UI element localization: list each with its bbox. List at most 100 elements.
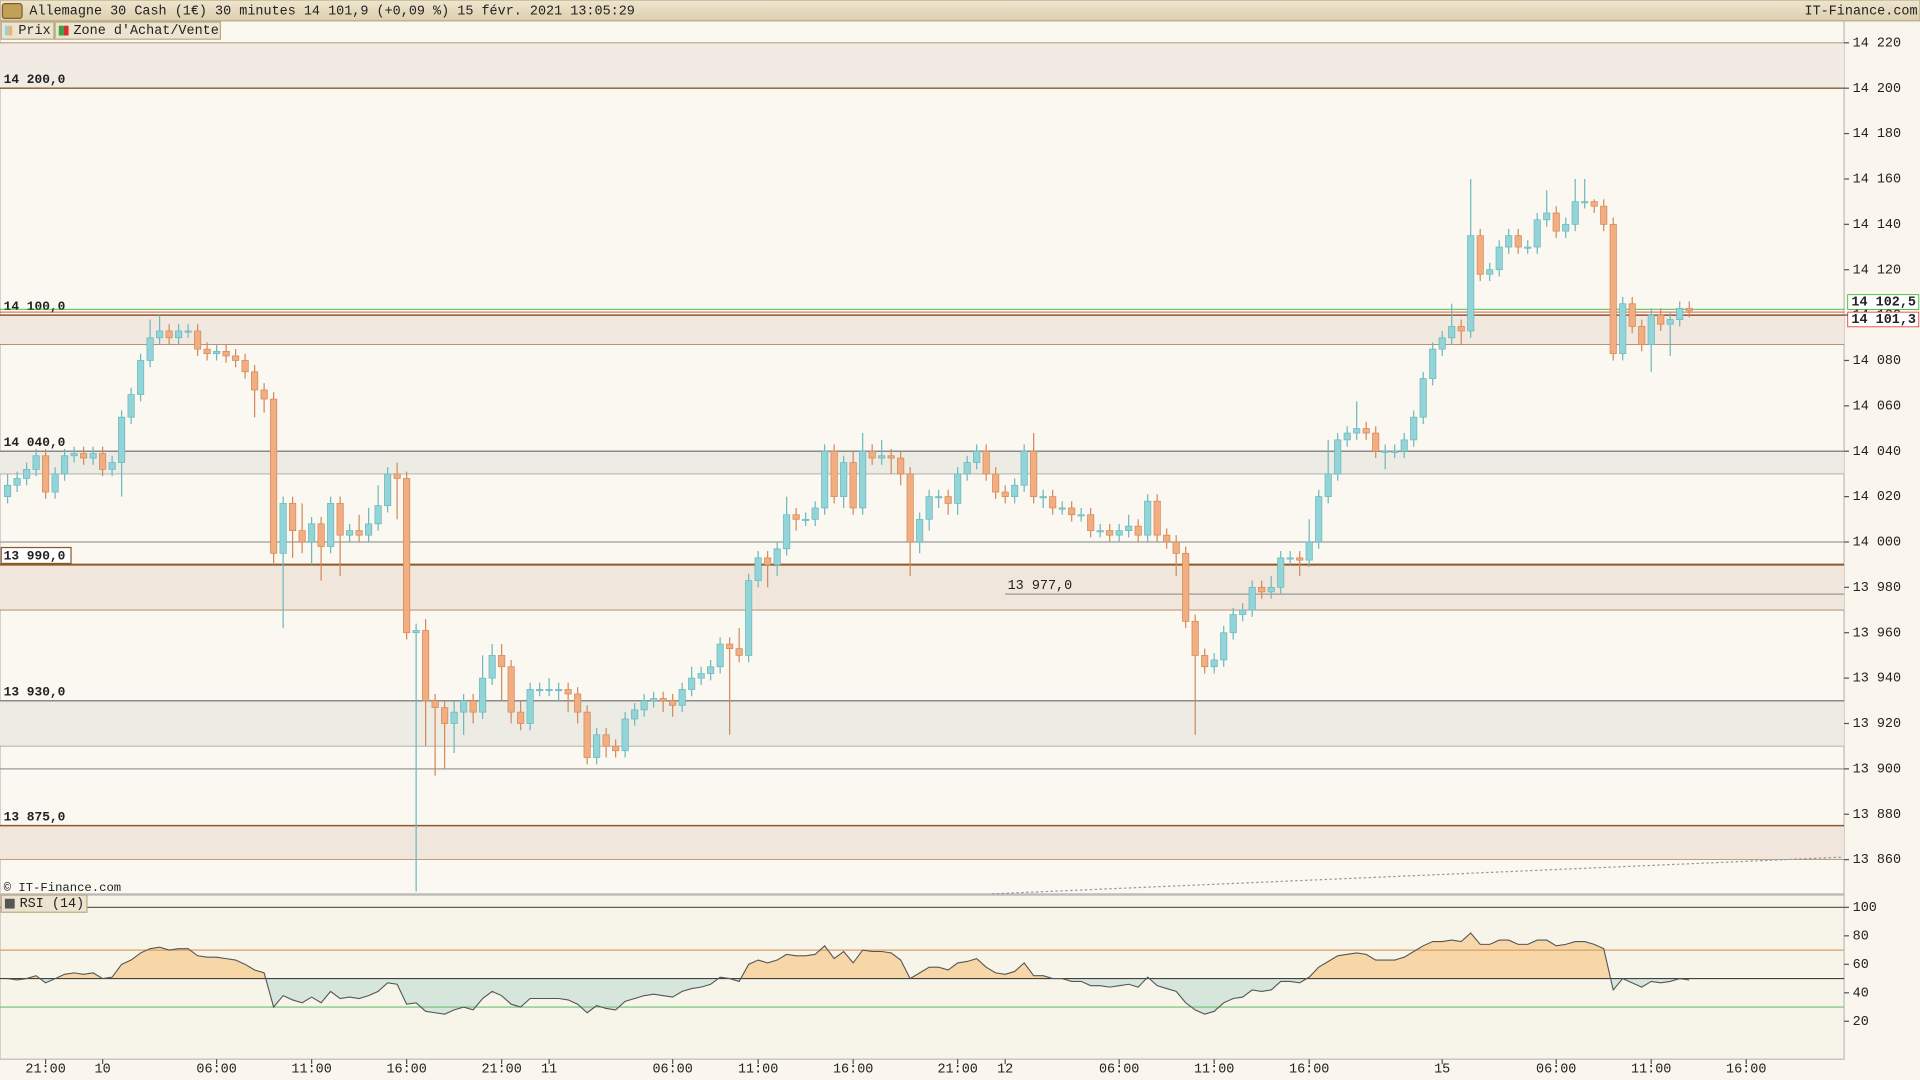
- candle-body: [1448, 326, 1456, 339]
- candle-body: [1049, 496, 1057, 509]
- candle-body: [1286, 557, 1294, 560]
- y-tick-label: 14 160: [1853, 173, 1901, 188]
- zone-label: 13 930,0: [4, 685, 66, 700]
- zone-label: 13 990,0: [4, 548, 66, 563]
- candle-body: [251, 371, 259, 391]
- y-tick-label: 13 860: [1853, 853, 1901, 868]
- candle-body: [450, 711, 458, 724]
- candle-body: [127, 394, 135, 418]
- zone-label: 13 875,0: [4, 809, 66, 824]
- candle-body: [346, 530, 354, 536]
- y-tick-label: 100: [1853, 901, 1877, 916]
- legend: Prix Zone d'Achat/Vente RSI (14): [0, 21, 222, 913]
- candle-body: [1305, 541, 1313, 561]
- candle-body: [1039, 496, 1047, 499]
- candle-body: [555, 689, 563, 692]
- candle-body: [1685, 307, 1693, 312]
- candle-body: [830, 450, 838, 497]
- candle-body: [650, 698, 658, 702]
- candle-body: [583, 711, 591, 758]
- candle-body: [89, 453, 97, 459]
- candle-body: [1628, 303, 1636, 327]
- zone-label: 14 100,0: [4, 299, 66, 314]
- candle-body: [1220, 632, 1228, 661]
- y-tick-label: 14 140: [1853, 218, 1901, 233]
- zone-label: 14 200,0: [4, 72, 66, 87]
- y-tick-label: 14 120: [1853, 263, 1901, 278]
- candle-body: [878, 455, 886, 459]
- candle-body: [802, 518, 810, 521]
- candle-body: [70, 453, 78, 457]
- candle-body: [973, 450, 981, 463]
- x-tick-label: 16:00: [1289, 1063, 1329, 1078]
- candle-body: [754, 557, 762, 581]
- candle-body: [688, 677, 696, 690]
- candle-body: [526, 689, 534, 724]
- zone-band: [0, 42, 1845, 89]
- candle-body: [1096, 530, 1104, 533]
- candle-body: [1296, 557, 1304, 561]
- legend-item[interactable]: [0, 21, 55, 40]
- zone-band: [0, 451, 1845, 474]
- candle-body: [298, 530, 306, 543]
- candle-body: [621, 718, 629, 752]
- candle-body: [1153, 500, 1161, 536]
- rsi-line: [7, 932, 1690, 1015]
- candle-body: [241, 360, 249, 373]
- candle-body: [355, 530, 363, 536]
- candle-body: [840, 462, 848, 497]
- candle-body: [1087, 514, 1095, 531]
- candle-body: [222, 351, 230, 357]
- candle-body: [1172, 541, 1180, 554]
- zone-label: 14 040,0: [4, 435, 66, 450]
- candle-body: [1476, 235, 1484, 275]
- candle-body: [365, 523, 373, 536]
- x-tick-label: 11:00: [1194, 1063, 1234, 1078]
- app-icon[interactable]: [1, 3, 23, 19]
- legend-item[interactable]: [54, 21, 222, 40]
- candle-body: [1514, 235, 1522, 248]
- legend-item[interactable]: [0, 894, 88, 913]
- candle-body: [308, 523, 316, 543]
- y-tick-label: 14 060: [1853, 399, 1901, 414]
- candle-body: [118, 416, 126, 463]
- candle-body: [1267, 586, 1275, 593]
- x-tick-label: 16:00: [386, 1063, 426, 1078]
- candle-body: [1191, 621, 1199, 656]
- x-tick-label: 21:00: [937, 1063, 977, 1078]
- candle-body: [1020, 450, 1028, 486]
- candle-body: [1657, 314, 1665, 325]
- rsi-area-below: [7, 978, 1690, 1015]
- candle-body: [783, 514, 791, 550]
- candle-body: [811, 507, 819, 520]
- candle-body: [1505, 235, 1513, 248]
- candle-body: [716, 643, 724, 668]
- candle-body: [374, 505, 382, 525]
- candle-body: [897, 457, 905, 475]
- y-tick-label: 60: [1853, 958, 1869, 973]
- candle-body: [944, 496, 952, 504]
- zone-band: [0, 825, 1845, 860]
- candle-body: [1239, 609, 1247, 615]
- candle-body: [1068, 507, 1076, 516]
- candle-body: [1182, 552, 1190, 622]
- candle-body: [1533, 219, 1541, 248]
- candle-body: [1334, 439, 1342, 475]
- candle-body: [963, 462, 971, 475]
- legend-label: Zone d'Achat/Vente: [73, 24, 218, 39]
- candle-body: [232, 355, 240, 361]
- y-tick-label: 13 880: [1853, 808, 1901, 823]
- candle-body: [61, 455, 69, 475]
- y-tick-label: 13 960: [1853, 626, 1901, 641]
- legend-swatch: [63, 25, 69, 36]
- candle-body: [1571, 201, 1579, 225]
- level-label: 13 977,0: [1008, 579, 1073, 594]
- x-tick-label: 11:00: [738, 1063, 778, 1078]
- legend-swatch: [58, 25, 64, 36]
- legend-label: RSI (14): [20, 897, 85, 912]
- candle-body: [631, 709, 639, 720]
- y-tick-label: 20: [1853, 1015, 1869, 1030]
